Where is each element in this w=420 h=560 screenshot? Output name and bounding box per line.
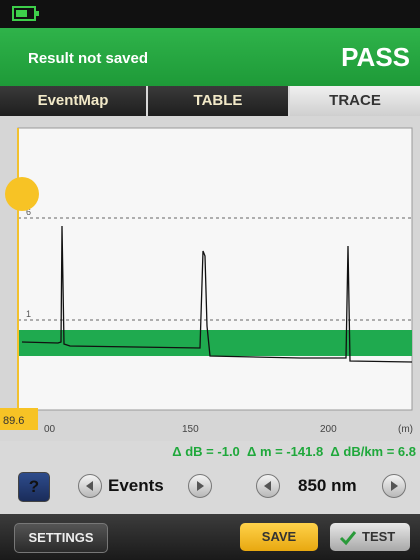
tab[interactable]: EventMap — [0, 86, 146, 116]
prev-event[interactable] — [78, 474, 102, 498]
header: Result not saved PASS — [0, 28, 420, 86]
x-label: 150 — [182, 424, 199, 435]
cursor-handle[interactable] — [5, 177, 39, 211]
tab-selected[interactable]: TRACE — [290, 86, 420, 116]
measurement: Δ dB = -1.0 Δ m = -141.8 Δ dB/km = 6.8 — [172, 444, 416, 459]
help-button[interactable]: ? — [18, 472, 50, 502]
trace-view: 6 1 89.6 00 150 200 (m) — [0, 116, 420, 441]
cursor-box — [0, 408, 38, 430]
x-label: 200 — [320, 424, 337, 435]
plot-area — [17, 127, 413, 411]
tab[interactable]: TABLE — [148, 86, 288, 116]
wavelength-label: 850 nm — [298, 476, 357, 495]
battery-icon — [12, 6, 39, 21]
check-icon — [339, 531, 357, 546]
next-wavelength[interactable] — [382, 474, 406, 498]
settings-button[interactable]: SETTINGS — [14, 523, 108, 553]
arrow-left — [264, 481, 271, 491]
x-label: (m) — [398, 424, 413, 435]
save-button[interactable]: SAVE — [240, 523, 318, 551]
x-label: 00 — [44, 424, 56, 435]
next-event[interactable] — [188, 474, 212, 498]
trace-line — [21, 225, 413, 363]
pass-band — [18, 330, 412, 356]
events-label: Events — [108, 476, 164, 495]
status-bar — [0, 0, 420, 28]
arrow-left — [86, 481, 93, 491]
y-label: 6 — [26, 207, 31, 217]
arrow-right — [391, 481, 398, 491]
test-button[interactable]: TEST — [330, 523, 410, 551]
result: PASS — [341, 42, 410, 72]
prev-wavelength[interactable] — [256, 474, 280, 498]
save-status: Result not saved — [28, 50, 149, 67]
arrow-right — [197, 481, 204, 491]
cursor-value: 89.6 — [3, 415, 24, 427]
y-label: 1 — [26, 309, 31, 319]
test-label: TEST — [362, 529, 396, 544]
